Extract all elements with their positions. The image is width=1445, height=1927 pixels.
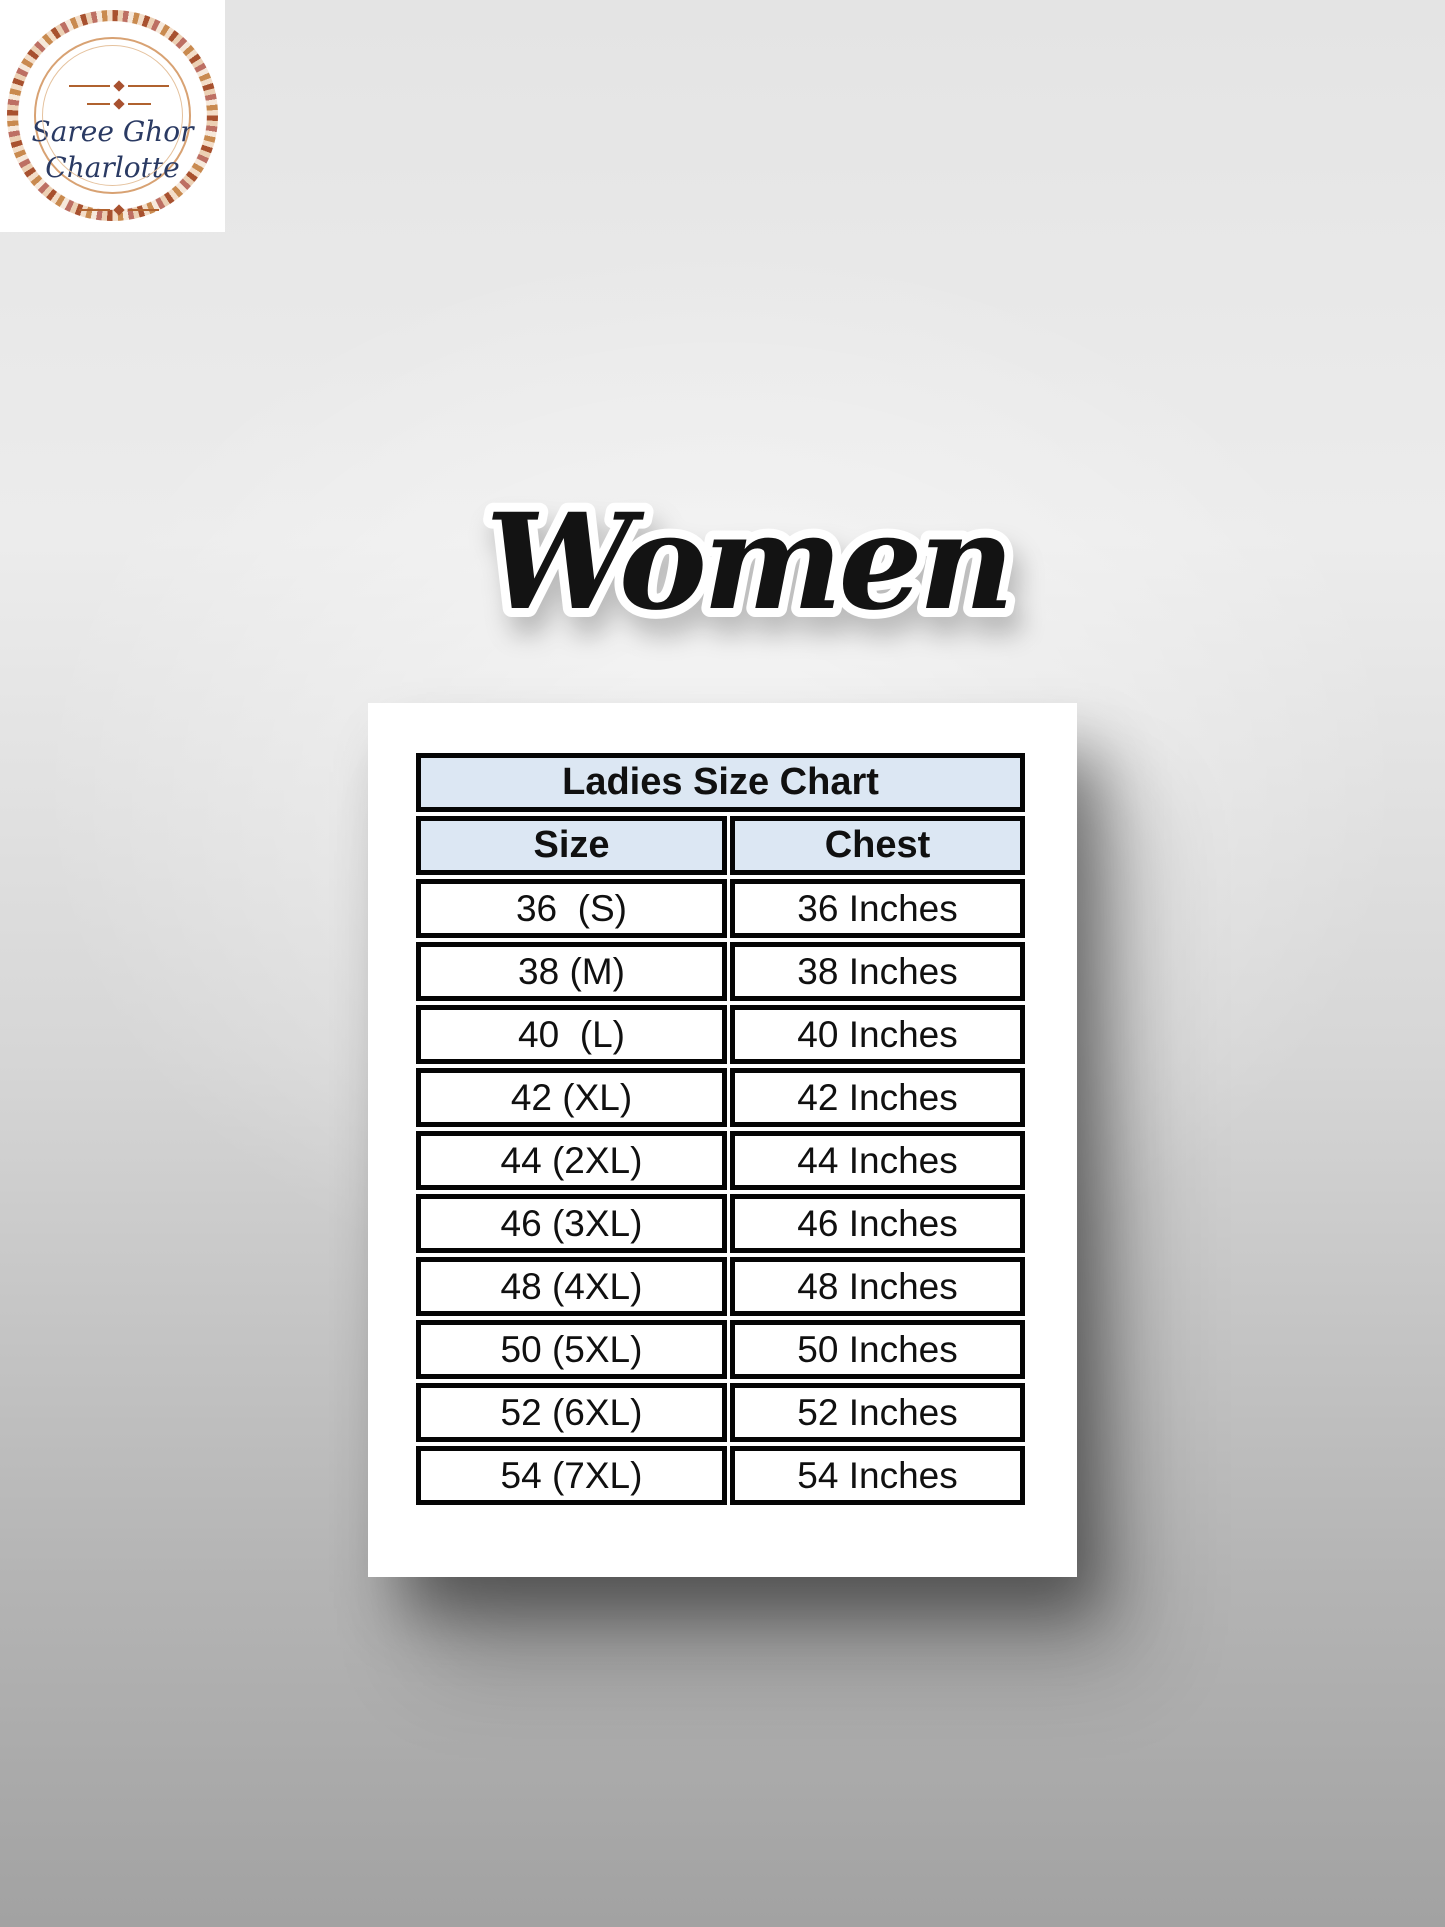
brand-name-line1: Saree Ghor (31, 115, 194, 148)
table-row: 44 (2XL) 44 Inches (416, 1131, 1026, 1190)
size-cell: 54 (7XL) (416, 1446, 727, 1505)
column-header-row: Size Chest (416, 816, 1026, 875)
table-row: 48 (4XL) 48 Inches (416, 1257, 1026, 1316)
ornate-ring-icon: Saree Ghor Charlotte (7, 10, 218, 221)
flourish-icon (87, 98, 151, 110)
size-cell: 36 (S) (416, 879, 727, 938)
table-row: 50 (5XL) 50 Inches (416, 1320, 1026, 1379)
table-row: 52 (6XL) 52 Inches (416, 1383, 1026, 1442)
size-cell: 42 (XL) (416, 1068, 727, 1127)
table-row: 46 (3XL) 46 Inches (416, 1194, 1026, 1253)
column-header-chest: Chest (730, 816, 1026, 875)
size-cell: 38 (M) (416, 942, 727, 1001)
chest-cell: 38 Inches (730, 942, 1026, 1001)
chest-cell: 48 Inches (730, 1257, 1026, 1316)
chest-cell: 44 Inches (730, 1131, 1026, 1190)
size-cell: 40 (L) (416, 1005, 727, 1064)
brand-name-line2: Charlotte (45, 151, 180, 185)
chest-cell: 36 Inches (730, 879, 1026, 938)
chest-cell: 40 Inches (730, 1005, 1026, 1064)
column-header-size: Size (416, 816, 727, 875)
size-cell: 44 (2XL) (416, 1131, 727, 1190)
women-title-sticker: Women (476, 448, 1023, 678)
table-row: 54 (7XL) 54 Inches (416, 1446, 1026, 1505)
brand-logo: Saree Ghor Charlotte (0, 0, 225, 232)
women-title-text: Women (485, 485, 1010, 640)
chest-cell: 50 Inches (730, 1320, 1026, 1379)
chest-cell: 54 Inches (730, 1446, 1026, 1505)
chest-cell: 42 Inches (730, 1068, 1026, 1127)
brand-name: Saree Ghor Charlotte (7, 114, 218, 187)
table-row: 42 (XL) 42 Inches (416, 1068, 1026, 1127)
chest-cell: 46 Inches (730, 1194, 1026, 1253)
chest-cell: 52 Inches (730, 1383, 1026, 1442)
table-row: 36 (S) 36 Inches (416, 879, 1026, 938)
women-title-svg: Women (476, 476, 1023, 649)
table-row: 40 (L) 40 Inches (416, 1005, 1026, 1064)
table-row: 38 (M) 38 Inches (416, 942, 1026, 1001)
size-cell: 52 (6XL) (416, 1383, 727, 1442)
size-chart-table: Ladies Size Chart Size Chest 36 (S) 36 I… (413, 749, 1028, 1509)
size-cell: 48 (4XL) (416, 1257, 727, 1316)
size-cell: 50 (5XL) (416, 1320, 727, 1379)
size-cell: 46 (3XL) (416, 1194, 727, 1253)
flourish-icon (69, 80, 169, 92)
size-chart-card: Ladies Size Chart Size Chest 36 (S) 36 I… (368, 703, 1077, 1577)
chart-title: Ladies Size Chart (416, 753, 1026, 812)
chart-title-row: Ladies Size Chart (416, 753, 1026, 812)
flourish-icon (79, 204, 159, 216)
